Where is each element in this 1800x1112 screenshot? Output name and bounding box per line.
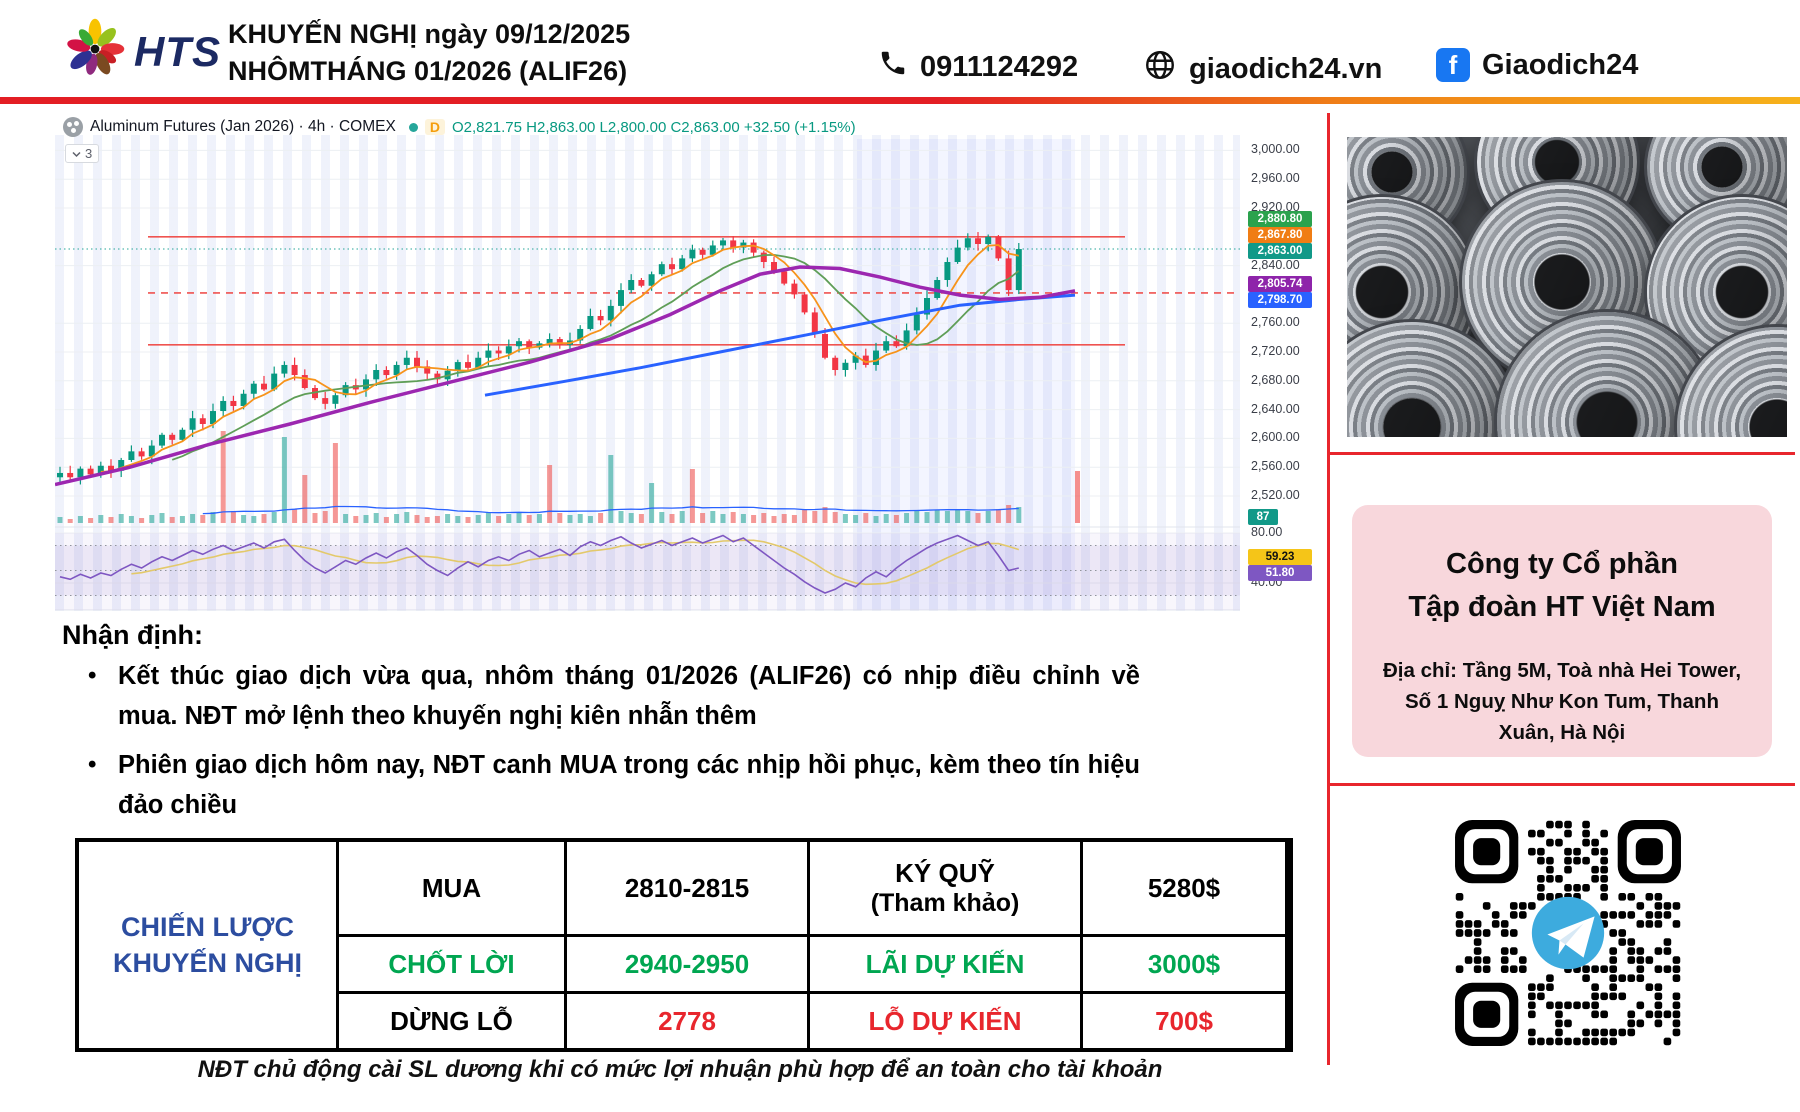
interval-badge[interactable]: D (424, 119, 445, 135)
price-badge: 2,880.80 (1248, 211, 1312, 227)
facebook-contact: f Giaodich24 (1436, 48, 1638, 82)
price-badge: 2,805.74 (1248, 276, 1312, 292)
panel-divider-1 (1327, 452, 1795, 455)
price-badge: 87 (1248, 509, 1278, 525)
table-cell-tp-zone: 2940-2950 (567, 937, 807, 991)
table-cell-buy-zone: 2810-2815 (567, 842, 807, 934)
price-tick-label: 2,680.00 (1251, 372, 1300, 387)
insight-bullet-1: Kết thúc giao dịch vừa qua, nhôm tháng 0… (118, 662, 1140, 730)
title-line-2: NHÔMTHÁNG 01/2026 (ALIF26) (228, 56, 628, 86)
table-cell-margin-label: KÝ QUỸ (Tham khảo) (810, 842, 1080, 934)
price-tick-label: 2,960.00 (1251, 171, 1300, 186)
price-tick-label: 2,920.00 (1251, 200, 1300, 214)
company-address: Địa chỉ: Tầng 5M, Toà nhà Hei Tower, Số … (1382, 659, 1742, 744)
price-tick-label: 2,560.00 (1251, 459, 1300, 474)
instrument-logo-icon (63, 117, 83, 137)
price-tick-label: 2,720.00 (1251, 344, 1300, 358)
table-cell-margin-value: 5280$ (1083, 842, 1285, 934)
price-badge: 2,798.70 (1248, 292, 1312, 308)
chart-symbol: Aluminum Futures (Jan 2026) · 4h · COMEX (90, 118, 396, 135)
phone-contact: 0911124292 (878, 48, 1078, 86)
table-cell-buy-label: MUA (339, 842, 564, 934)
qr-code-telegram (1448, 813, 1688, 1053)
collapsed-count: 3 (85, 146, 93, 161)
insight-heading: Nhận định: (62, 620, 203, 650)
globe-icon (1143, 48, 1177, 90)
table-cell-sl-price: 2778 (567, 994, 807, 1048)
price-badge: 59.23 (1248, 549, 1312, 565)
price-tick-label: 2,760.00 (1251, 315, 1300, 330)
facebook-name: Giaodich24 (1482, 48, 1639, 81)
bullet-icon: • (88, 751, 97, 778)
phone-number: 0911124292 (920, 50, 1079, 83)
panel-divider-2 (1327, 783, 1795, 786)
list-item: • Kết thúc giao dịch vừa qua, nhôm tháng… (88, 656, 1140, 736)
chart-legend[interactable]: Aluminum Futures (Jan 2026) · 4h · COMEX… (63, 117, 856, 137)
price-tick-label: 2,520.00 (1251, 488, 1300, 502)
insight-bullet-2: Phiên giao dịch hôm nay, NĐT canh MUA tr… (118, 751, 1140, 819)
company-name: Công ty Cổ phần Tập đoàn HT Việt Nam (1408, 548, 1716, 623)
price-tick-label: 80.00 (1251, 525, 1283, 539)
logo-text: HTS (134, 28, 221, 75)
table-cell-profit-label: LÃI DỰ KIẾN (810, 937, 1080, 991)
chevron-down-icon (72, 146, 81, 161)
hts-logo-icon (56, 10, 134, 88)
list-item: • Phiên giao dịch hôm nay, NĐT canh MUA … (88, 745, 1140, 825)
table-cell-loss-value: 700$ (1083, 994, 1285, 1048)
panel-divider-vertical (1327, 113, 1330, 1065)
strategy-table: CHIẾN LƯỢC KHUYẾN NGHỊ MUA 2810-2815 KÝ … (75, 838, 1293, 1052)
footer-note: NĐT chủ động cài SL dương khi có mức lợi… (197, 1056, 1163, 1083)
price-badge: 2,863.00 (1248, 243, 1312, 259)
facebook-icon: f (1436, 48, 1470, 82)
price-tick-label: 2,640.00 (1251, 401, 1300, 416)
status-dot-icon (408, 122, 418, 132)
bullet-icon: • (88, 662, 97, 689)
price-badge: 2,867.80 (1248, 227, 1312, 243)
table-cell-profit-value: 3000$ (1083, 937, 1285, 991)
aluminum-coils-photo (1347, 137, 1787, 437)
table-cell-sl-label: DỪNG LỖ (339, 994, 564, 1048)
session-stripes (55, 135, 1240, 611)
ohlc-values: O2,821.75 H2,863.00 L2,800.00 C2,863.00 … (451, 118, 856, 136)
price-tick-label: 2,600.00 (1251, 430, 1300, 445)
page-title: KHUYẾN NGHỊ ngày 09/12/2025 NHÔMTHÁNG 01… (228, 16, 630, 90)
strategy-label-cell: CHIẾN LƯỢC KHUYẾN NGHỊ (79, 842, 336, 1048)
table-cell-tp-label: CHỐT LỜI (339, 937, 564, 991)
indicators-collapse-button[interactable]: 3 (65, 144, 100, 163)
price-badge: 51.80 (1248, 565, 1312, 581)
phone-icon (878, 48, 908, 86)
chart-canvas[interactable] (55, 113, 1310, 613)
website-url: giaodich24.vn (1189, 52, 1383, 85)
header-divider (0, 97, 1800, 104)
trading-chart[interactable]: Aluminum Futures (Jan 2026) · 4h · COMEX… (55, 113, 1312, 613)
company-card: Công ty Cổ phần Tập đoàn HT Việt Nam Địa… (1352, 505, 1772, 757)
website-contact: giaodich24.vn (1143, 48, 1382, 90)
insight-list: • Kết thúc giao dịch vừa qua, nhôm tháng… (88, 656, 1140, 834)
price-tick-label: 3,000.00 (1251, 142, 1300, 157)
title-line-1: KHUYẾN NGHỊ ngày 09/12/2025 (228, 19, 631, 49)
table-cell-loss-label: LỖ DỰ KIẾN (810, 994, 1080, 1048)
price-tick-label: 2,840.00 (1251, 257, 1300, 272)
